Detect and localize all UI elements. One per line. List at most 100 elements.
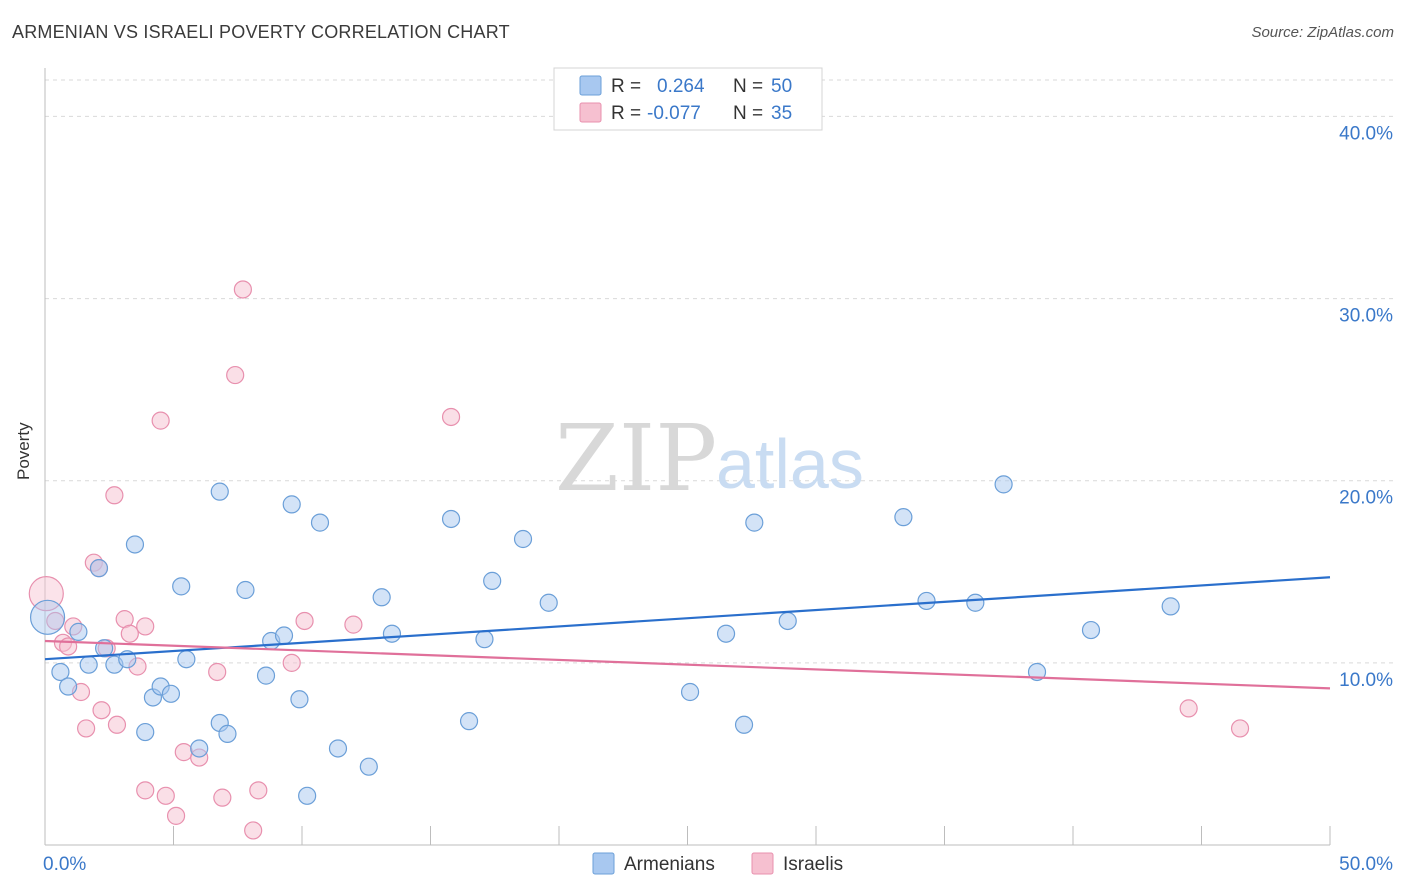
israeli-point <box>77 719 96 738</box>
israeli-point <box>120 624 139 643</box>
y-tick-label: 10.0% <box>1339 670 1393 691</box>
source-label: Source: ZipAtlas.com <box>1251 24 1394 41</box>
armenian-point <box>310 513 330 532</box>
armenian-point <box>218 724 237 743</box>
israeli-point <box>344 615 363 634</box>
armenian-point <box>1081 620 1101 640</box>
israeli-point <box>136 617 155 636</box>
legend-israeli-r-label: R = <box>611 103 641 124</box>
armenian-point <box>51 662 70 682</box>
chart-title: ARMENIAN VS ISRAELI POVERTY CORRELATION … <box>12 22 510 42</box>
armenian-point <box>1161 597 1180 616</box>
armenian-point <box>177 650 196 669</box>
armenian-point <box>475 630 494 649</box>
correlation-legend: R = 0.264 N = 50 R = -0.077 N = 35 <box>553 67 823 131</box>
israeli-point <box>151 411 170 430</box>
tick-labels: 10.0% 20.0% 30.0% 40.0% 0.0% 50.0% <box>43 123 1393 875</box>
israeli-point <box>213 788 232 807</box>
armenian-point <box>89 559 109 578</box>
armenian-point <box>894 508 913 527</box>
armenian-point <box>282 495 301 514</box>
israeli-point <box>59 637 78 656</box>
armenian-point <box>161 684 181 703</box>
trend-lines <box>44 576 1331 690</box>
armenian-point <box>539 593 558 612</box>
y-tick-label: 40.0% <box>1339 123 1393 144</box>
axes <box>44 68 1331 846</box>
legend-israeli-r-value: -0.077 <box>647 103 701 124</box>
israeli-point <box>136 781 155 800</box>
legend-israeli-n-value: 35 <box>771 103 792 124</box>
x-tick-label: 50.0% <box>1339 854 1393 875</box>
legend-israeli-n-label: N = <box>733 103 763 124</box>
armenian-point <box>716 624 736 643</box>
armenian-point <box>513 529 533 549</box>
y-tick-label: 30.0% <box>1339 306 1393 327</box>
armenian-point <box>136 722 155 742</box>
israeli-point <box>92 701 111 720</box>
armenian-point <box>1027 662 1047 682</box>
armenian-point <box>441 509 461 529</box>
israeli-points <box>28 280 1250 840</box>
armenian-point <box>917 591 936 611</box>
legend-armenian-n-label: N = <box>733 76 763 97</box>
israeli-point <box>244 821 263 840</box>
armenian-point <box>125 535 145 554</box>
armenian-point <box>680 682 700 702</box>
armenian-point <box>69 622 88 641</box>
israeli-point <box>156 786 175 805</box>
armenian-point <box>966 593 985 612</box>
israeli-point <box>249 781 268 800</box>
israeli-point <box>1179 699 1198 718</box>
armenian-point <box>274 626 294 645</box>
israeli-point <box>208 662 227 682</box>
armenian-point <box>372 588 391 607</box>
series-legend: Armenians Israelis <box>592 852 843 875</box>
armenian-point <box>256 666 276 685</box>
israeli-trend-line <box>44 639 1331 690</box>
legend-swatch-armenian <box>579 75 602 96</box>
armenian-point <box>459 712 479 731</box>
legend-armenian-r-value: 0.264 <box>657 76 705 97</box>
watermark-zip: ZIP <box>555 405 717 512</box>
israeli-point <box>105 486 124 505</box>
armenian-point <box>59 677 78 696</box>
armenian-point <box>994 475 1013 494</box>
watermark-atlas: atlas <box>716 425 864 503</box>
israeli-point <box>107 715 127 734</box>
bottom-legend-israelis: Israelis <box>783 854 843 875</box>
legend-swatch-israeli <box>579 102 602 123</box>
armenian-point <box>236 580 255 600</box>
armenian-point <box>298 786 317 805</box>
israeli-point <box>233 280 252 299</box>
armenian-points <box>29 475 1180 805</box>
armenian-point <box>29 599 66 635</box>
armenian-point <box>382 624 402 643</box>
armenian-point <box>778 611 797 631</box>
israeli-point <box>1230 719 1250 738</box>
israeli-point <box>282 653 301 672</box>
bottom-legend-swatch-armenians <box>592 852 615 875</box>
israeli-point <box>441 407 461 427</box>
israeli-point <box>226 365 245 385</box>
armenian-point <box>745 513 764 532</box>
armenian-point <box>210 482 229 501</box>
watermark: ZIP atlas <box>555 405 864 512</box>
armenian-trend-line <box>44 576 1331 661</box>
grid-lines <box>45 79 1395 664</box>
armenian-point <box>190 739 209 758</box>
legend-armenian-n-value: 50 <box>771 76 792 97</box>
armenian-point <box>290 690 309 709</box>
armenian-point <box>79 655 98 674</box>
x-tick-label: 0.0% <box>43 854 86 875</box>
armenian-point <box>172 577 191 596</box>
israeli-point <box>174 743 193 762</box>
armenian-point <box>359 757 378 776</box>
bottom-legend-swatch-israelis <box>751 852 774 875</box>
armenian-point <box>483 571 502 590</box>
israeli-point <box>166 806 186 825</box>
legend-armenian-r-label: R = <box>611 76 641 97</box>
bottom-legend-armenians: Armenians <box>624 854 715 875</box>
armenian-point <box>734 715 754 734</box>
